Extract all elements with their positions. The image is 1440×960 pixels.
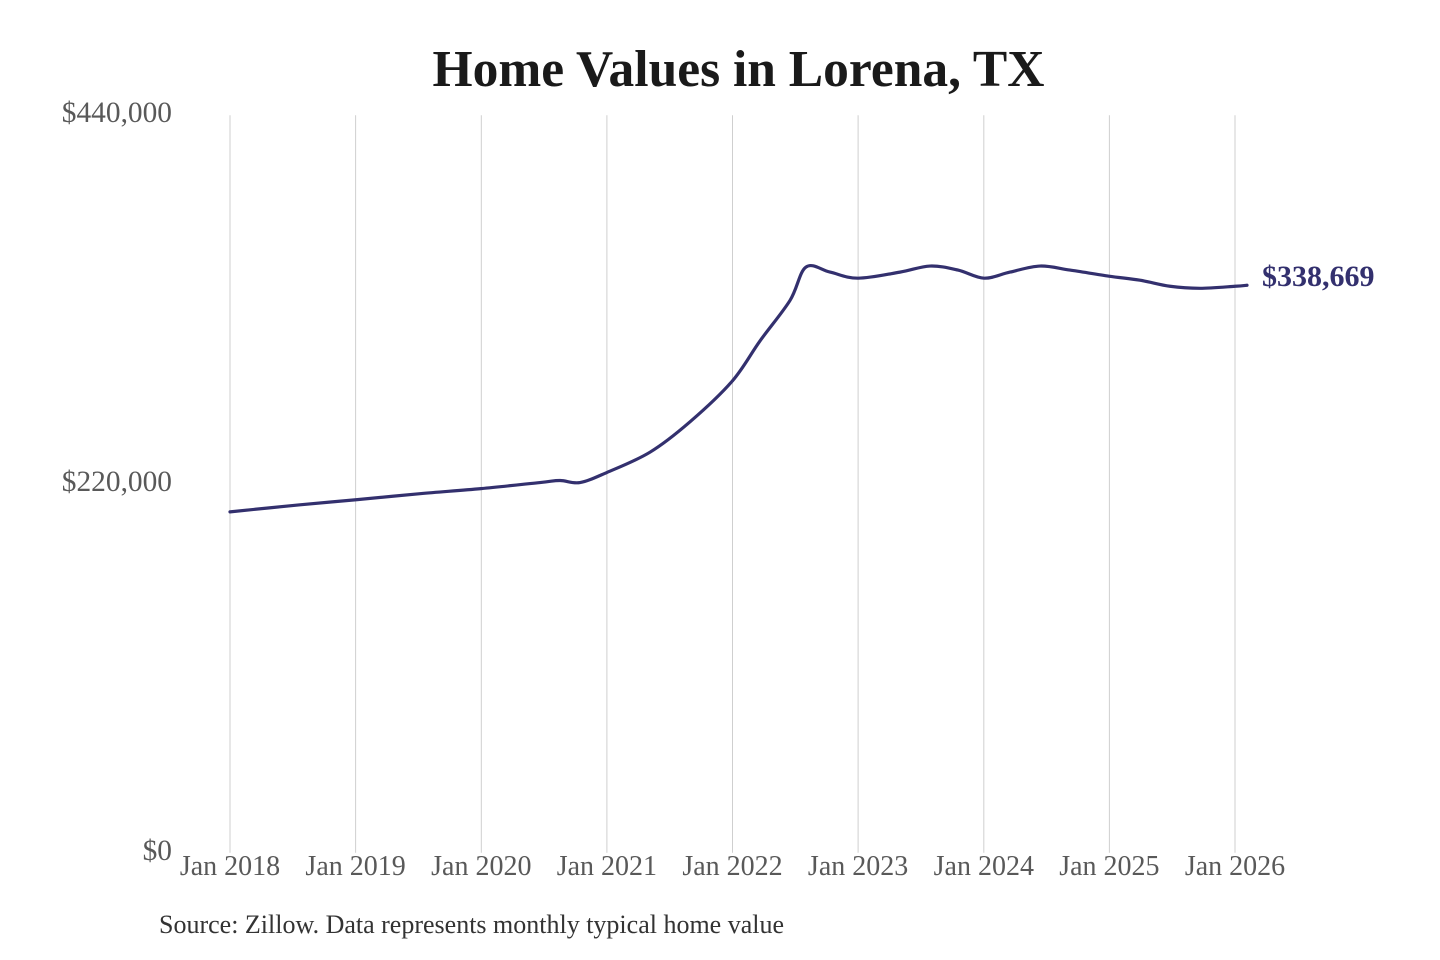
- svg-text:$220,000: $220,000: [62, 466, 172, 498]
- svg-text:$0: $0: [143, 835, 172, 867]
- svg-text:Jan 2024: Jan 2024: [934, 851, 1034, 882]
- svg-text:Jan 2025: Jan 2025: [1059, 851, 1159, 882]
- svg-text:Jan 2019: Jan 2019: [305, 851, 405, 882]
- svg-text:Jan 2018: Jan 2018: [180, 851, 280, 882]
- svg-text:Jan 2020: Jan 2020: [431, 851, 531, 882]
- svg-text:Jan 2021: Jan 2021: [557, 851, 657, 882]
- svg-text:Jan 2023: Jan 2023: [808, 851, 908, 882]
- svg-text:$440,000: $440,000: [62, 97, 172, 129]
- svg-text:Jan 2022: Jan 2022: [682, 851, 782, 882]
- svg-text:Jan 2026: Jan 2026: [1185, 851, 1285, 882]
- svg-text:$338,669: $338,669: [1262, 260, 1375, 293]
